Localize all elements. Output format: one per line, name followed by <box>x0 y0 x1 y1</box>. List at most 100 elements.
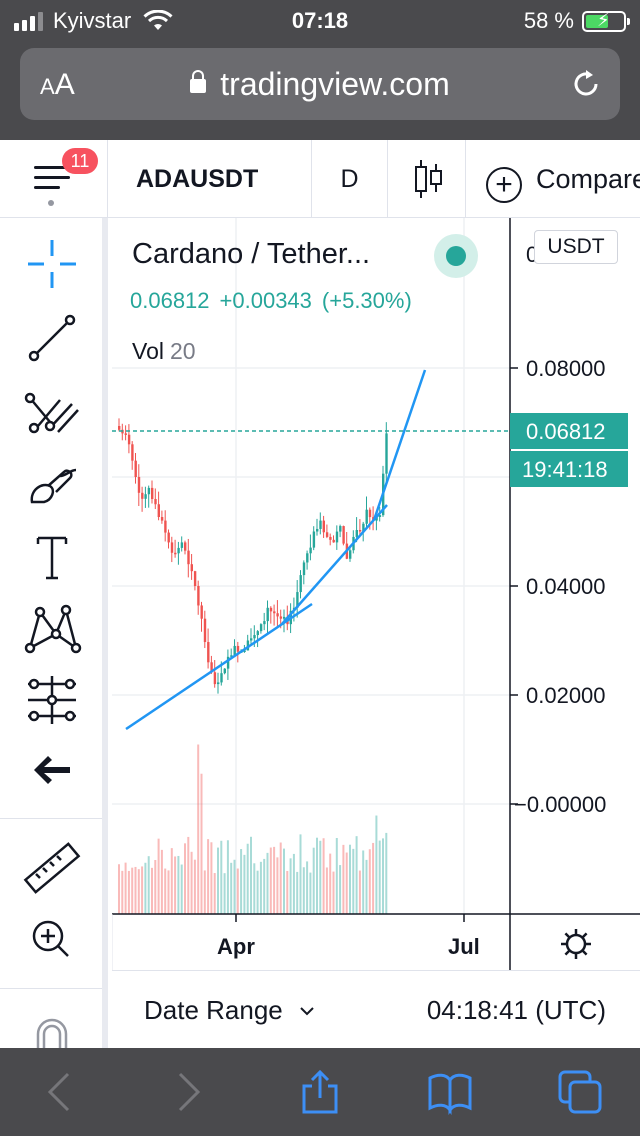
carrier-name: Kyivstar <box>53 8 132 33</box>
candle-body <box>217 682 220 685</box>
symbol-search-button[interactable]: ADAUSDT <box>112 140 312 218</box>
price-label: −0.00000 <box>514 792 606 817</box>
candle-body <box>174 552 177 555</box>
candle-body <box>355 530 358 537</box>
main-menu-button[interactable]: 11 <box>0 140 108 218</box>
volume-bar <box>286 870 289 914</box>
symbol-title[interactable]: Cardano / Tether... <box>132 238 371 270</box>
chart-settings-gear-icon[interactable] <box>561 929 591 959</box>
ruler-icon[interactable] <box>20 838 84 898</box>
volume-bar <box>197 744 200 914</box>
candles <box>118 418 388 694</box>
chart-type-button[interactable] <box>388 140 466 218</box>
chart-pane[interactable]: 0.1 0.08000 0.04000 0.02000 −0.00000 0.0… <box>112 218 640 970</box>
chart-bottom-bar: Date Range 04:18:41 (UTC) <box>112 970 640 1048</box>
candle-body <box>141 492 144 499</box>
text-size-button[interactable]: AA <box>40 68 75 101</box>
crosshair-icon[interactable] <box>20 234 84 294</box>
countdown-tag-text: 19:41:18 <box>522 457 608 482</box>
volume-bar <box>167 870 170 914</box>
volume-bar <box>342 844 345 914</box>
share-icon[interactable] <box>296 1068 344 1116</box>
text-icon[interactable] <box>20 528 84 588</box>
volume-bar <box>349 844 351 914</box>
volume-bar <box>226 840 229 914</box>
volume-bar <box>131 867 134 914</box>
candle-body <box>187 550 190 565</box>
chart-header-toolbar: 11 ADAUSDT D + Compare <box>0 140 640 218</box>
ohlc-legend: 0.06812 +0.00343 (+5.30%) <box>130 288 422 314</box>
price-chart[interactable]: 0.1 0.08000 0.04000 0.02000 −0.00000 0.0… <box>112 218 640 970</box>
price-label: 0.04000 <box>526 574 606 599</box>
candle-body <box>177 547 180 554</box>
date-range-button[interactable]: Date Range <box>144 971 316 1049</box>
candle-body <box>259 624 263 632</box>
volume-bar <box>276 857 279 914</box>
zoom-in-icon[interactable] <box>20 908 84 968</box>
candle-body <box>276 613 279 617</box>
trendline <box>125 602 313 731</box>
volume-bar <box>372 842 375 914</box>
volume-label: Vol <box>132 338 164 364</box>
drawing-toolbar <box>0 218 108 1048</box>
candle-body <box>157 504 160 518</box>
candle-body <box>144 494 147 499</box>
candle-body <box>127 434 131 445</box>
market-status-dot-icon[interactable] <box>434 234 478 278</box>
candle-body <box>325 532 329 537</box>
candle-body <box>316 528 319 532</box>
plus-circle-icon: + <box>486 167 522 203</box>
brush-icon[interactable] <box>20 456 84 516</box>
candle-body <box>312 531 316 548</box>
browser-chrome: Kyivstar 07:18 58 % ⚡ AA tradingview.com <box>0 0 640 140</box>
volume-bar <box>180 864 183 914</box>
utc-clock[interactable]: 04:18:41 (UTC) <box>426 995 606 1025</box>
volume-bar <box>118 864 120 914</box>
pattern-icon[interactable] <box>20 598 84 658</box>
notification-badge: 11 <box>62 148 98 174</box>
candle-body <box>170 542 174 553</box>
back-arrow-icon[interactable] <box>20 740 84 800</box>
menu-indicator-dot <box>48 200 54 206</box>
volume-bar <box>299 834 302 914</box>
trendline <box>372 369 427 521</box>
volume-bar <box>375 815 378 914</box>
forward-chevron-icon[interactable] <box>164 1068 212 1116</box>
candle-body <box>190 564 193 572</box>
interval-button[interactable]: D <box>312 140 388 218</box>
back-chevron-icon[interactable] <box>36 1068 84 1116</box>
trend-line-icon[interactable] <box>20 308 84 368</box>
candle-body <box>118 425 121 430</box>
tabs-icon[interactable] <box>556 1068 604 1116</box>
compare-button[interactable]: + Compare <box>466 140 640 218</box>
candle-body <box>302 562 306 576</box>
toolbar-divider <box>0 818 102 819</box>
candle-body <box>362 523 365 532</box>
volume-bar <box>184 843 186 914</box>
volume-bar <box>302 867 305 914</box>
candle-body <box>349 550 352 559</box>
pitchfork-icon[interactable] <box>20 382 84 442</box>
prediction-icon[interactable] <box>20 670 84 730</box>
volume-bar <box>170 848 173 914</box>
candle-body <box>154 498 157 505</box>
reload-icon[interactable] <box>568 66 604 102</box>
volume-bar <box>309 872 312 914</box>
candle-body <box>151 487 154 499</box>
candle-body <box>184 542 187 551</box>
chevron-down-icon <box>300 1007 314 1016</box>
currency-label[interactable]: USDT <box>534 230 618 264</box>
volume-bar <box>160 849 163 914</box>
volume-bar <box>358 870 361 914</box>
url-field[interactable]: tradingview.com <box>20 66 620 103</box>
volume-legend[interactable]: Vol 20 <box>132 338 196 365</box>
candle-body <box>223 668 226 674</box>
candle-body <box>339 526 342 532</box>
bookmarks-icon[interactable] <box>426 1068 474 1116</box>
volume-bar <box>312 847 315 914</box>
address-bar[interactable]: AA tradingview.com <box>20 48 620 120</box>
candle-body <box>253 635 256 639</box>
candle-body <box>296 592 299 608</box>
volume-bar <box>335 837 338 914</box>
magnet-icon[interactable] <box>20 1008 84 1068</box>
